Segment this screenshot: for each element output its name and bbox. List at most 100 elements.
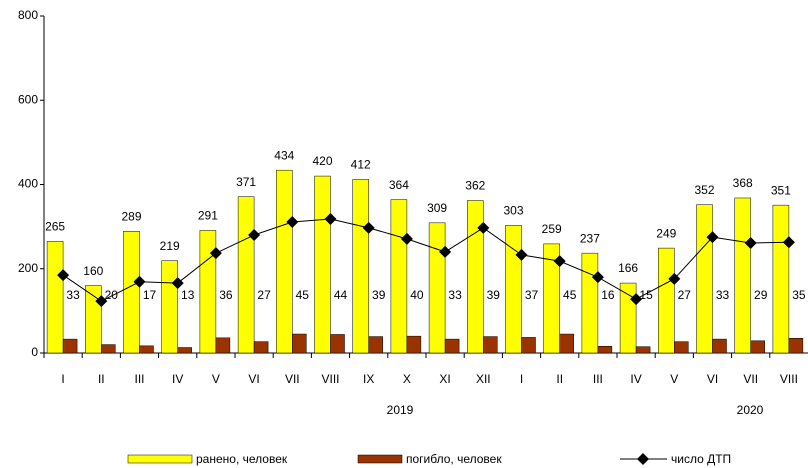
value-label: 15 [639,288,653,302]
x-tick-label: II [98,372,105,386]
bar [696,204,713,354]
line-marker [591,271,604,284]
bar [352,179,369,354]
value-label: 36 [219,288,233,302]
value-label: 289 [121,209,141,223]
value-label: 237 [580,231,600,245]
bar [62,338,78,354]
line-marker [782,236,795,249]
value-label: 259 [542,222,562,236]
bar [101,344,116,354]
bar [788,338,804,354]
line [62,218,789,302]
legend-label: число ДТП [671,452,731,466]
bar [253,341,269,354]
legend-swatch [357,454,403,464]
line-marker [171,277,184,290]
value-label: 27 [257,288,271,302]
line-marker [706,231,719,244]
bar [444,338,460,354]
bar [177,347,192,354]
x-tick-label: I [61,372,64,386]
x-tick-label: VII [743,372,758,386]
line-marker [248,229,261,242]
x-tick-label: IX [363,372,374,386]
x-tick-label: VIII [321,372,339,386]
line-marker [57,269,70,282]
value-label: 16 [601,288,615,302]
value-label: 20 [105,288,119,302]
y-tick-label: 800 [18,8,38,22]
x-tick-label: VII [285,372,300,386]
bar [428,222,446,354]
x-tick-label: III [593,372,603,386]
value-label: 291 [198,209,218,223]
line-marker [209,247,222,260]
x-tick-label: VI [248,372,259,386]
line-marker [400,232,413,245]
value-label: 364 [389,178,409,192]
value-label: 412 [351,158,371,172]
x-tick-label: II [556,372,563,386]
x-tick-label: VIII [780,372,798,386]
x-tick-label: X [403,372,411,386]
legend-swatch [127,454,193,464]
x-tick-label: IV [172,372,183,386]
bar [750,340,765,354]
value-label: 371 [236,175,256,189]
x-tick-label: V [670,372,678,386]
line-marker [668,272,681,285]
value-label: 420 [312,154,332,168]
value-label: 368 [733,176,753,190]
bar [619,282,637,354]
y-tick-label: 400 [18,177,38,191]
bar [559,333,574,354]
line-marker [439,245,452,258]
value-label: 37 [525,288,539,302]
line-marker [477,221,490,234]
value-label: 29 [754,288,768,302]
bar [543,243,560,354]
bar [483,336,498,354]
bar [215,337,231,354]
line-marker [744,237,757,250]
bar [674,341,689,354]
value-label: 303 [503,204,523,218]
value-label: 44 [334,288,348,302]
value-label: 45 [296,288,310,302]
x-tick-label: IV [630,372,641,386]
bar [330,334,345,354]
value-label: 35 [792,288,806,302]
line-marker [362,221,375,234]
line-marker [630,293,643,306]
bar [467,200,484,354]
legend-label: ранено, человек [196,452,288,466]
bar [46,241,64,354]
bar [635,346,651,354]
value-label: 434 [274,148,294,162]
bar [139,345,154,354]
bar [734,197,751,354]
x-tick-label: VI [707,372,718,386]
bar [581,252,599,354]
y-tick-label: 200 [18,261,38,275]
bar [406,335,422,354]
value-label: 309 [427,201,447,215]
bar [658,247,675,354]
x-tick-label: XII [476,372,491,386]
value-label: 39 [487,288,501,302]
value-label: 13 [181,288,195,302]
line-marker [553,255,566,268]
x-tick-label: V [212,372,220,386]
value-label: 352 [694,183,714,197]
bar [521,337,536,354]
bar [505,225,522,354]
year-label: 2020 [737,403,764,417]
value-label: 362 [465,179,485,193]
line-marker [95,295,108,308]
value-label: 33 [66,288,80,302]
value-label: 45 [563,288,577,302]
year-label: 2019 [387,403,414,417]
value-label: 160 [83,264,103,278]
